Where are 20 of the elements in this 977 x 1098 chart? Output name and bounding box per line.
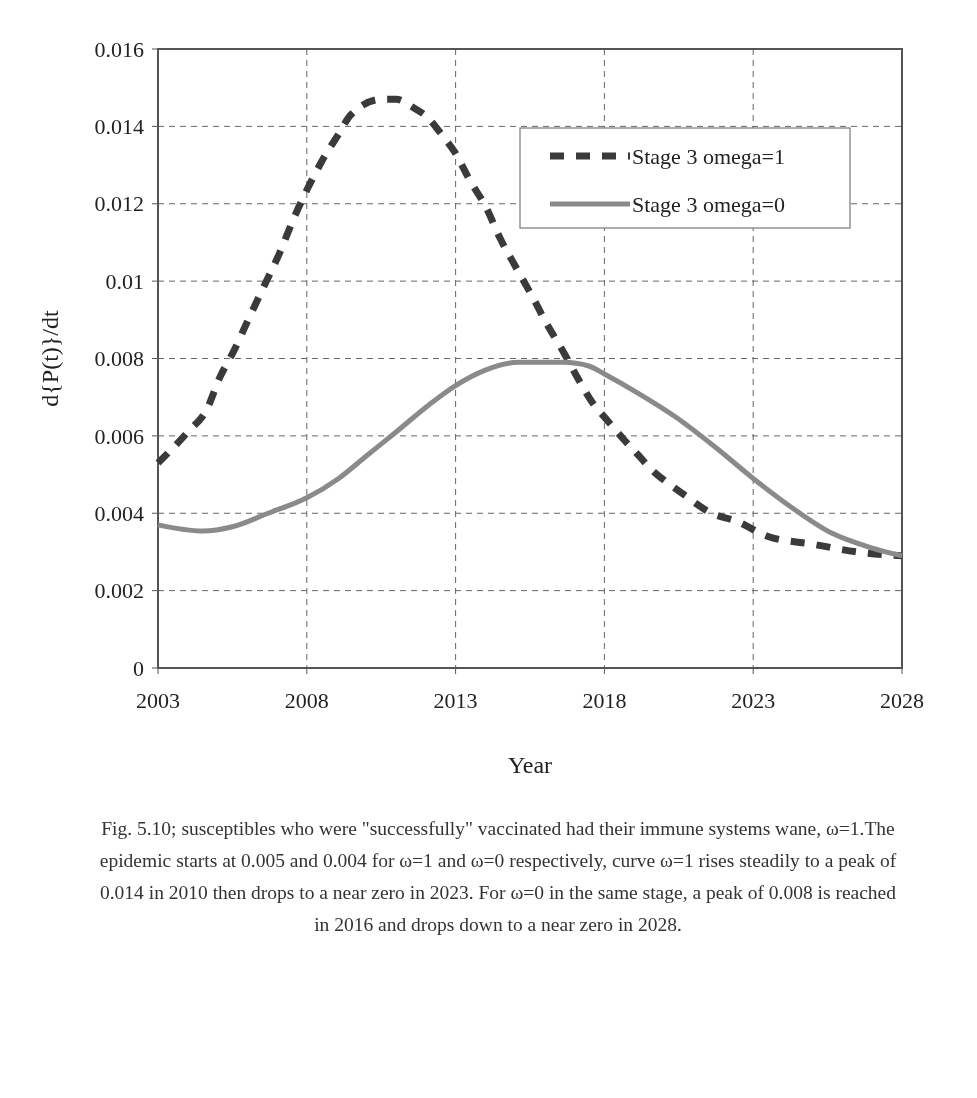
x-tick-label: 2013: [433, 688, 478, 713]
x-axis-title: Year: [507, 752, 553, 778]
y-tick-label: 0.01: [105, 268, 144, 294]
y-tick-label: 0: [133, 655, 144, 681]
x-tick-label: 2008: [284, 688, 329, 713]
caption: Fig. 5.10; susceptibles who were "successfully" vaccinated had their immune systems wane, ω=1.The epidemic starts at 0.005 and 0.004 for ω=1 and ω=0 respectively, curve ω=1 rises steadily to a peak of 0.014 in 2010 then drops to a near zero in 2023. For ω=0 in the same stage, a peak of 0.008 is reached in 2016 and drops down to a near zero in 2028.: [98, 817, 898, 937]
y-tick-label: 0.014: [94, 114, 144, 140]
y-tick-label: 0.006: [94, 423, 144, 449]
x-tick-label: 2018: [582, 688, 627, 713]
x-tick-label: 2003: [136, 688, 180, 713]
x-tick-label: 2023: [731, 688, 776, 713]
y-axis-title: d{P(t)}/dt: [37, 309, 63, 407]
y-tick-label: 0.012: [94, 191, 144, 217]
y-tick-label: 0.004: [94, 500, 144, 526]
x-tick-label: 2028: [880, 688, 924, 713]
y-tick-label: 0.016: [94, 36, 144, 62]
legend-label: Stage 3 omega=1: [632, 143, 785, 169]
legend-label: Stage 3 omega=0: [632, 191, 785, 217]
y-tick-label: 0.008: [94, 346, 144, 372]
y-tick-label: 0.002: [94, 578, 144, 604]
